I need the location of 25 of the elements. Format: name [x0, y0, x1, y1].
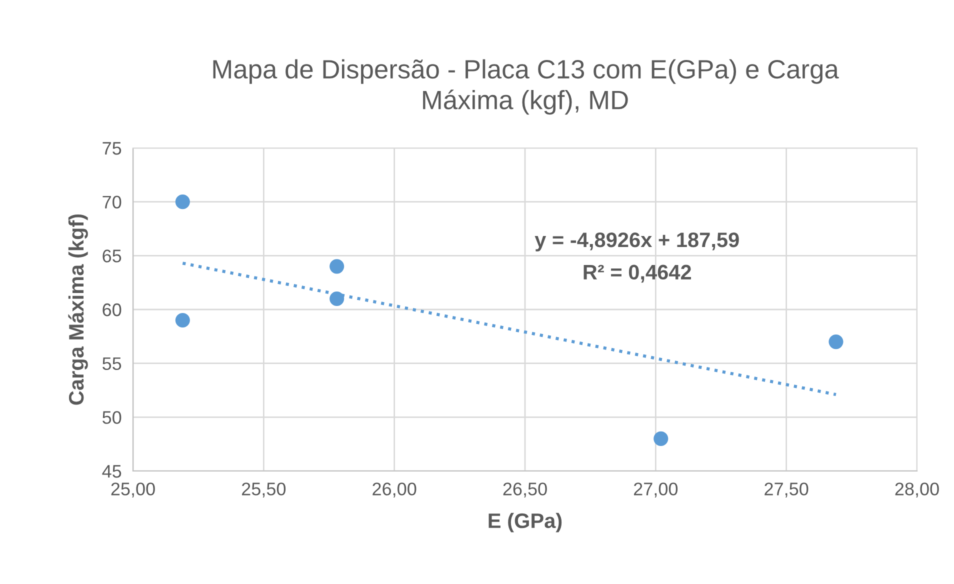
point [654, 431, 668, 446]
point [330, 259, 344, 274]
y-tick-label: 55 [102, 357, 122, 370]
x-tick-label: 26,00 [372, 482, 416, 498]
x-tick-label: 27,00 [634, 482, 678, 498]
point [175, 194, 190, 210]
point [828, 334, 844, 350]
y-tick-label: 75 [102, 142, 122, 155]
y-tick-label: 60 [102, 303, 122, 316]
x-tick-label: 26,50 [503, 482, 547, 498]
chart-title: Mapa de Dispersão - Placa C13 com E(GPa) e Carga Máxima (kgf), MD [213, 59, 839, 115]
y-tick-label: 65 [102, 250, 122, 262]
annotation: R² = 0,4642 [584, 264, 692, 283]
x-tick-label: 25,00 [111, 482, 155, 498]
y-tick-label: 50 [102, 411, 122, 424]
y-tick-label: 70 [102, 196, 122, 209]
x-tick-label: 28,00 [895, 482, 939, 498]
annotation: y = -4,8926x + 187,59 [534, 232, 739, 252]
x-tick-label: 27,50 [764, 482, 808, 498]
x-tick-label: 25,50 [242, 482, 286, 498]
y-axis-title: Carga Máxima (kgf) [68, 214, 88, 405]
x-axis-title: E (GPa) [488, 512, 562, 532]
point [175, 312, 190, 328]
y-tick-label: 45 [102, 465, 122, 478]
point [330, 291, 344, 306]
